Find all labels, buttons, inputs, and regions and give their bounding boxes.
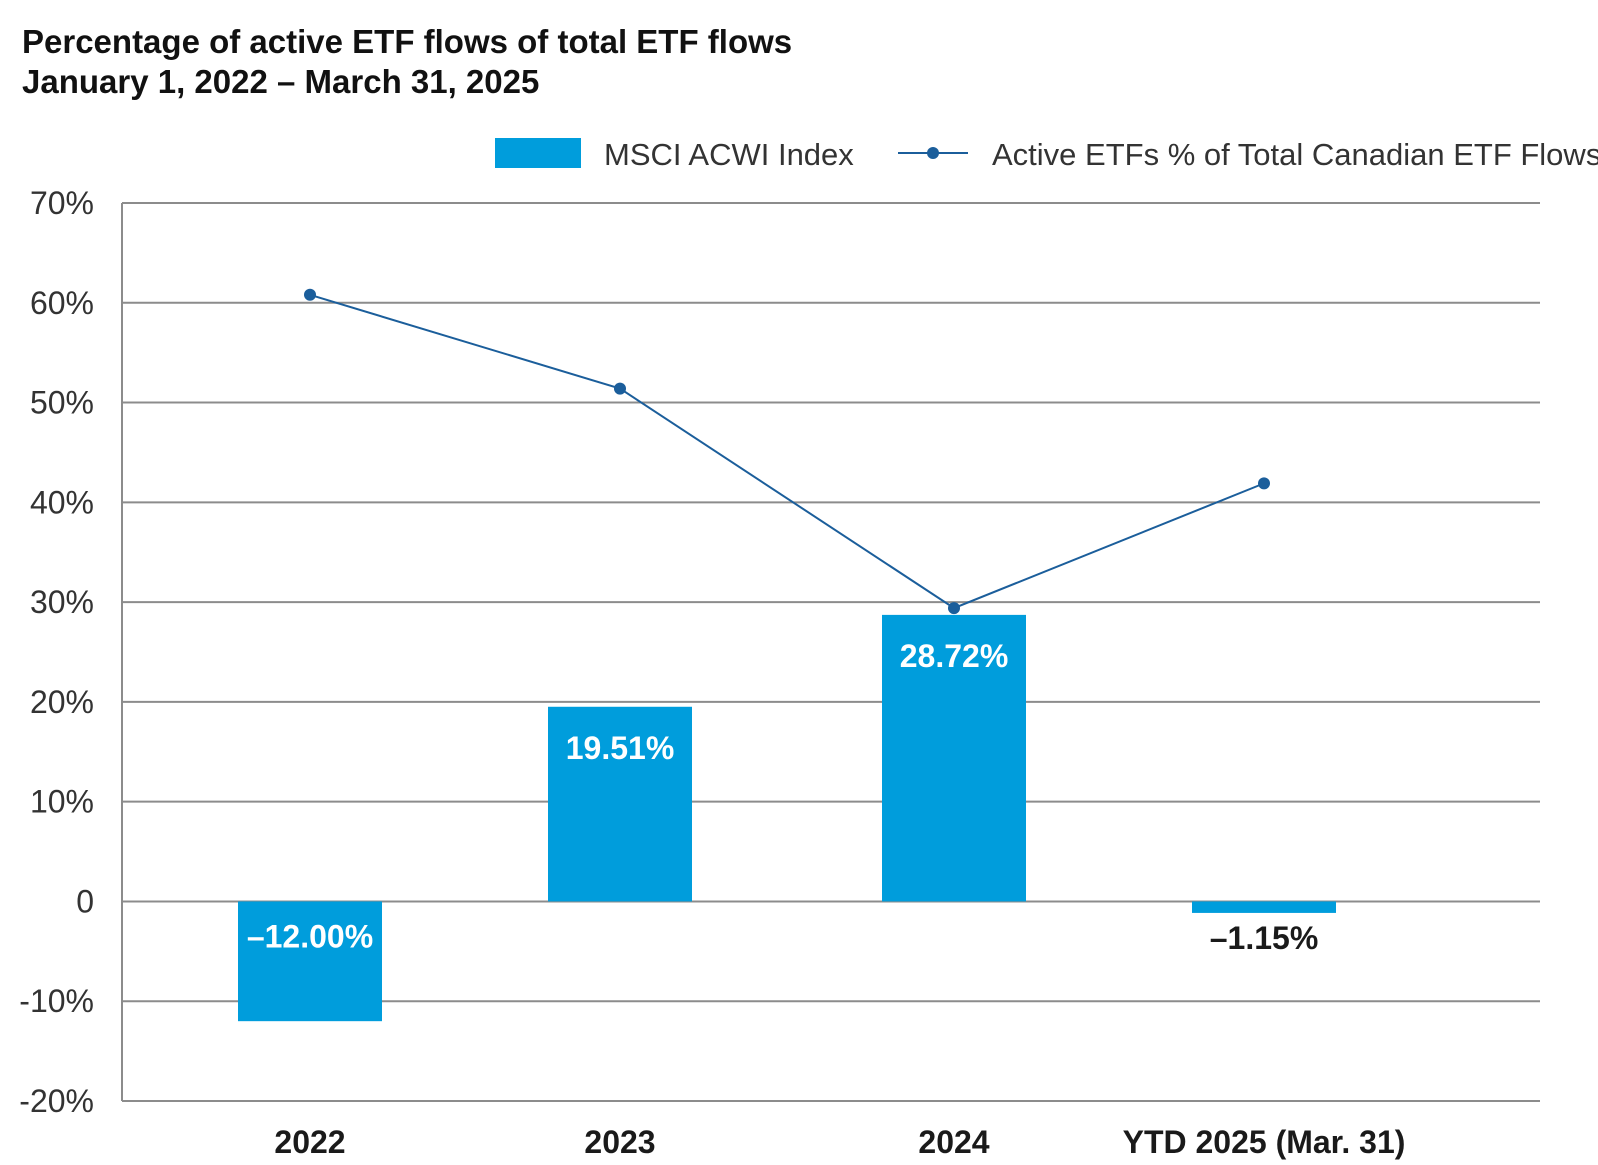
bar-2023	[548, 706, 692, 902]
y-tick-label: 70%	[30, 185, 94, 221]
y-tick-label: 50%	[30, 385, 94, 421]
bar-series: –12.00% 19.51% 28.72% –1.15%	[238, 614, 1336, 1022]
chart-subtitle-line: January 1, 2022 – March 31, 2025	[22, 63, 540, 100]
bar-2022	[238, 901, 382, 1022]
y-tick-label: 40%	[30, 484, 94, 520]
legend-swatch-msci-acwi	[495, 138, 581, 168]
line-point	[948, 602, 960, 615]
y-tick-label: 60%	[30, 285, 94, 321]
x-tick-label: 2022	[274, 1124, 345, 1160]
x-tick-label: YTD 2025 (Mar. 31)	[1123, 1124, 1406, 1160]
bar-data-label: –12.00%	[247, 918, 373, 954]
x-tick-label: 2023	[584, 1124, 655, 1160]
y-tick-label: 30%	[30, 584, 94, 620]
bar-data-label: 19.51%	[566, 730, 675, 766]
bar-2024	[882, 614, 1026, 902]
active-etf-line	[309, 293, 1265, 610]
line-point	[304, 288, 316, 301]
y-tick-label: 0	[76, 883, 94, 919]
y-axis: 70% 60% 50% 40% 30% 20% 10% 0 -10% -20%	[19, 185, 1540, 1119]
legend-label-msci-acwi: MSCI ACWI Index	[604, 137, 854, 172]
grid	[122, 202, 1540, 1003]
chart-title: Percentage of active ETF flows of total …	[22, 22, 792, 102]
line-series	[304, 288, 1270, 615]
legend: MSCI ACWI Index Active ETFs % of Total C…	[495, 137, 1598, 172]
x-axis: 2022 2023 2024 YTD 2025 (Mar. 31)	[274, 1124, 1405, 1160]
line-point	[614, 382, 626, 395]
bar-data-label: –1.15%	[1210, 920, 1319, 956]
y-tick-label: 20%	[30, 684, 94, 720]
legend-label-active-etf: Active ETFs % of Total Canadian ETF Flow…	[992, 137, 1598, 172]
bar-data-label: 28.72%	[900, 638, 1009, 674]
y-tick-label: 10%	[30, 784, 94, 820]
line-point	[1258, 477, 1270, 490]
bar-ytd-2025-mar-31-	[1192, 901, 1336, 913]
x-tick-label: 2024	[918, 1124, 989, 1160]
y-tick-label: -20%	[19, 1083, 94, 1119]
y-tick-label: -10%	[19, 983, 94, 1019]
legend-marker-active-etf	[927, 147, 939, 159]
chart-title-line: Percentage of active ETF flows of total …	[22, 23, 793, 60]
